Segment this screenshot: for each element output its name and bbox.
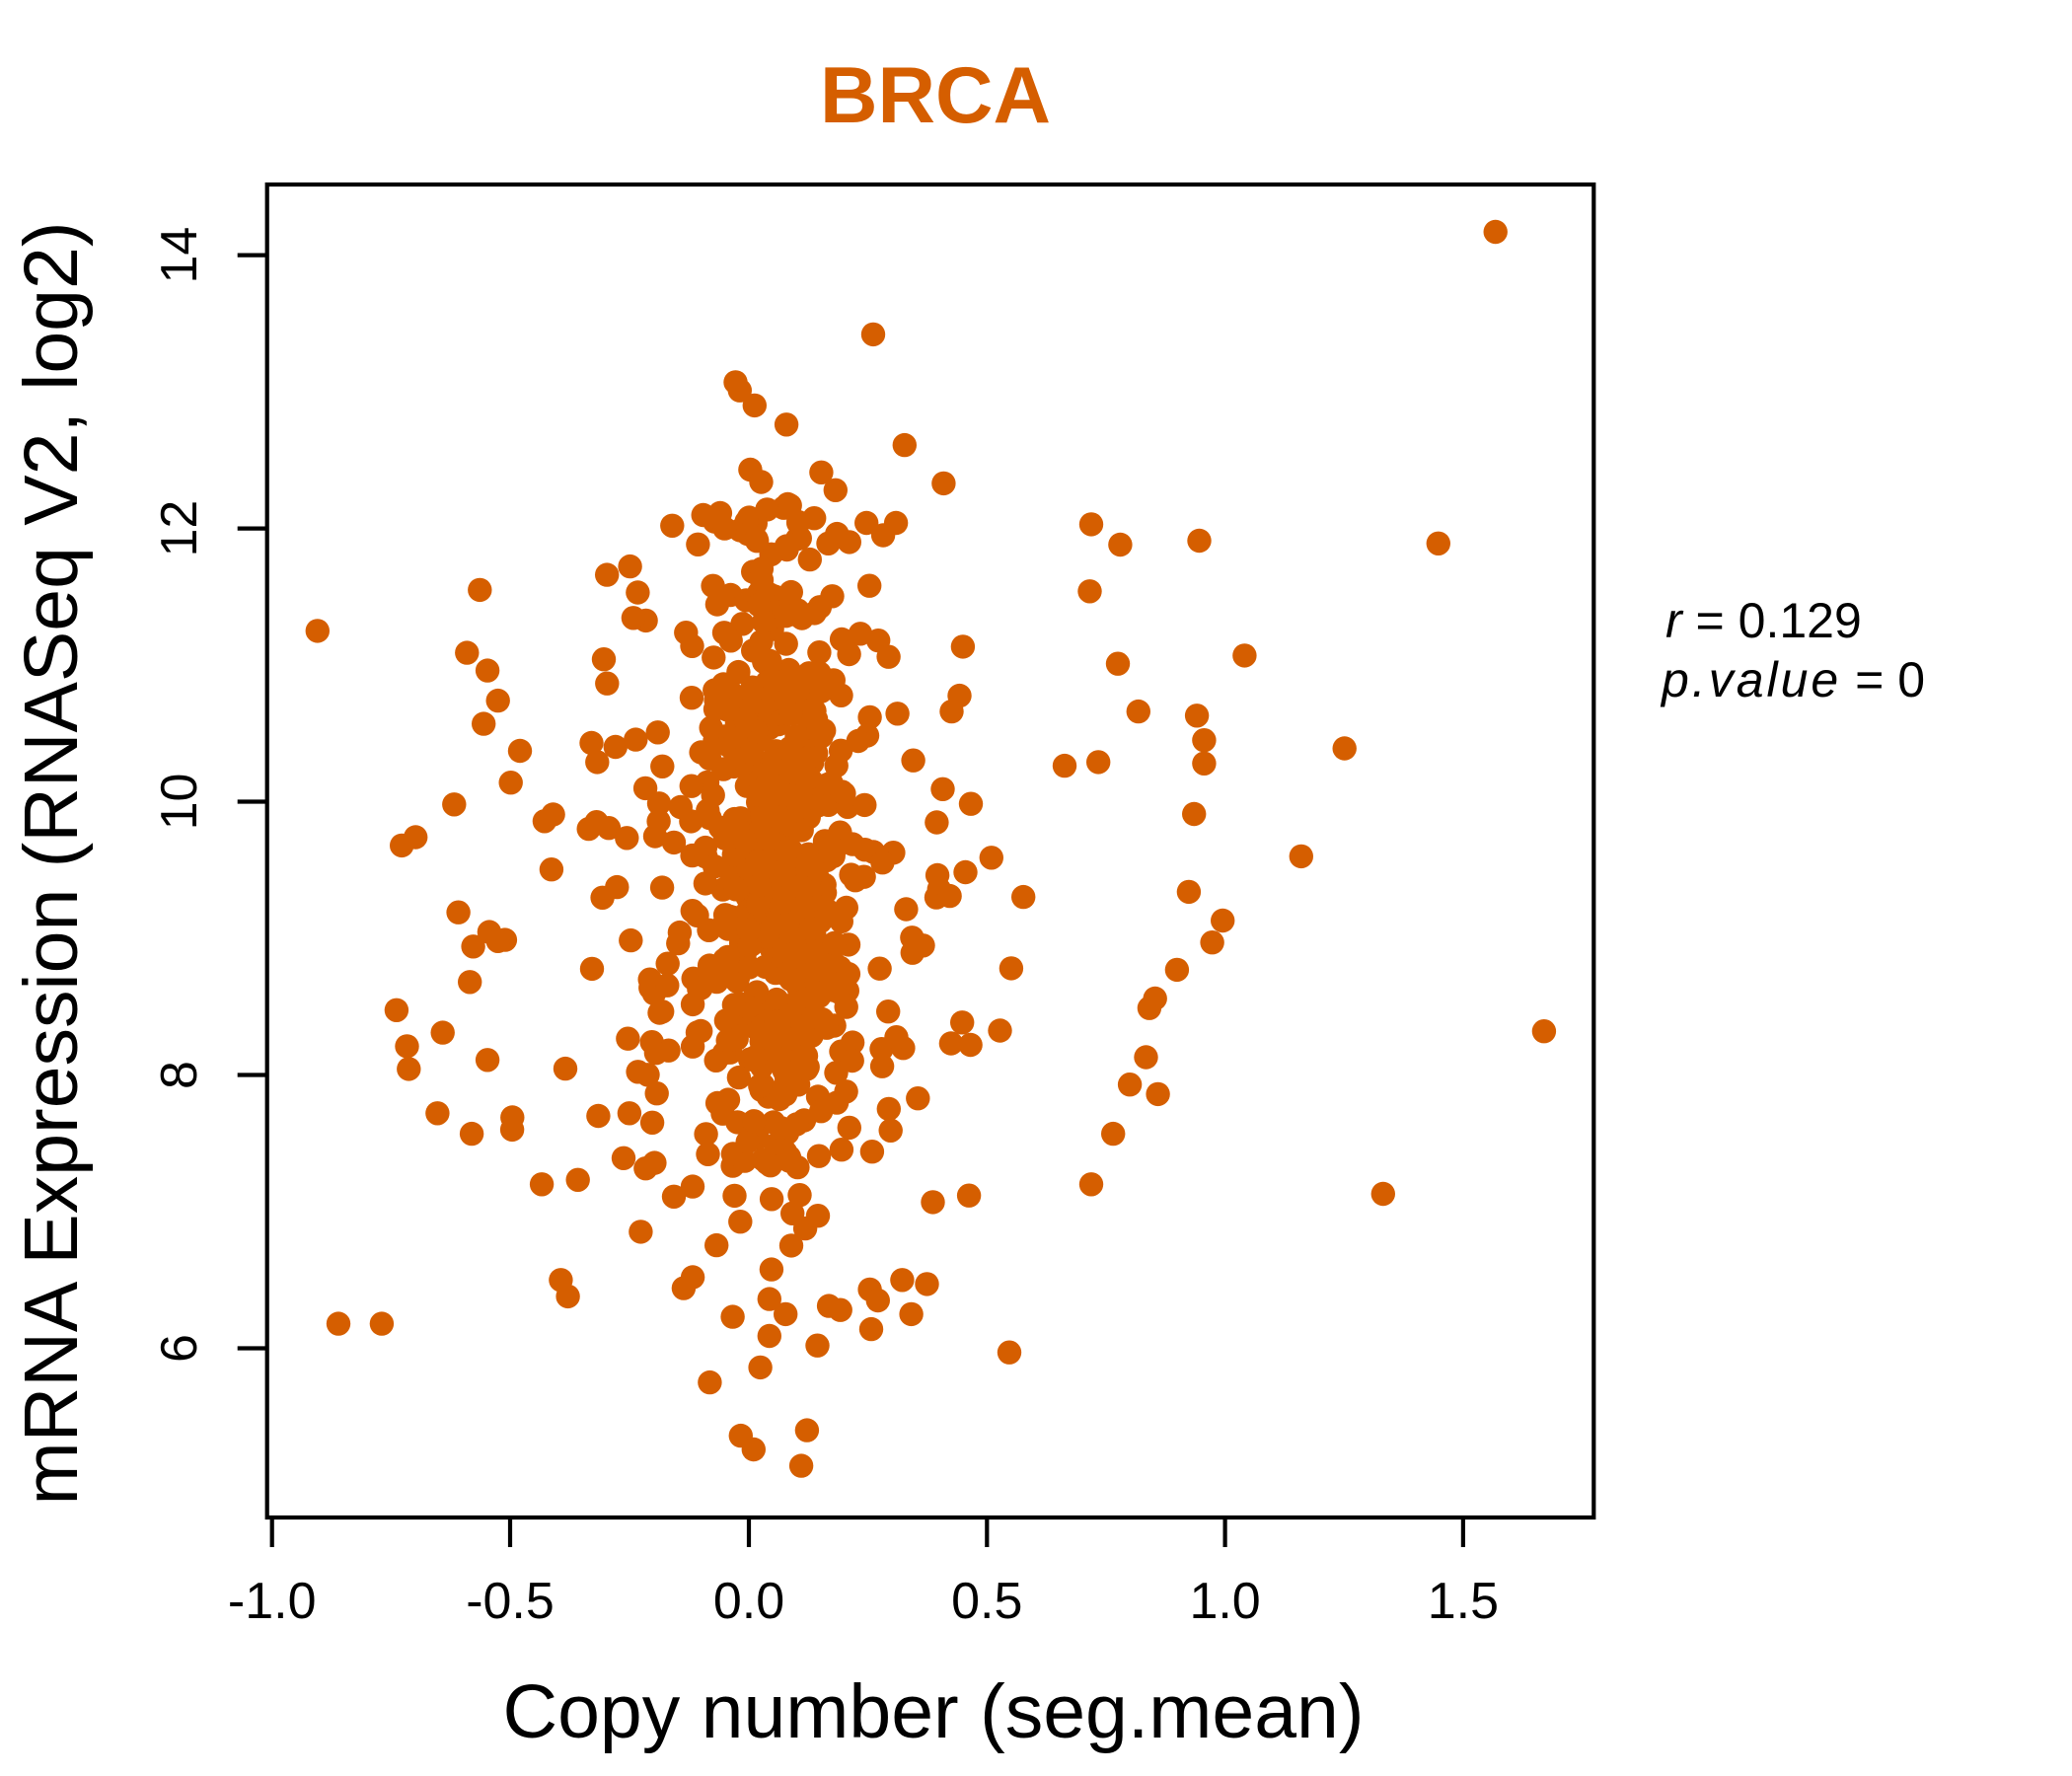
svg-text:14: 14 (151, 227, 208, 284)
svg-text:BRCA: BRCA (820, 51, 1051, 140)
svg-text:6: 6 (151, 1334, 208, 1363)
svg-text:Copy number (seg.mean): Copy number (seg.mean) (502, 1669, 1364, 1754)
svg-text:8: 8 (151, 1061, 208, 1089)
svg-text:1.0: 1.0 (1189, 1573, 1260, 1630)
svg-text:10: 10 (151, 774, 208, 831)
svg-text:1.5: 1.5 (1428, 1573, 1499, 1630)
svg-text:p.value = 0: p.value = 0 (1660, 652, 1925, 707)
svg-text:mRNA Expression (RNASeq V2, lo: mRNA Expression (RNASeq V2, log2) (9, 222, 94, 1506)
svg-text:r = 0.129: r = 0.129 (1665, 593, 1862, 648)
svg-text:0.0: 0.0 (713, 1573, 784, 1630)
svg-text:0.5: 0.5 (951, 1573, 1022, 1630)
svg-text:-1.0: -1.0 (228, 1573, 317, 1630)
svg-text:12: 12 (151, 500, 208, 557)
svg-text:-0.5: -0.5 (466, 1573, 555, 1630)
